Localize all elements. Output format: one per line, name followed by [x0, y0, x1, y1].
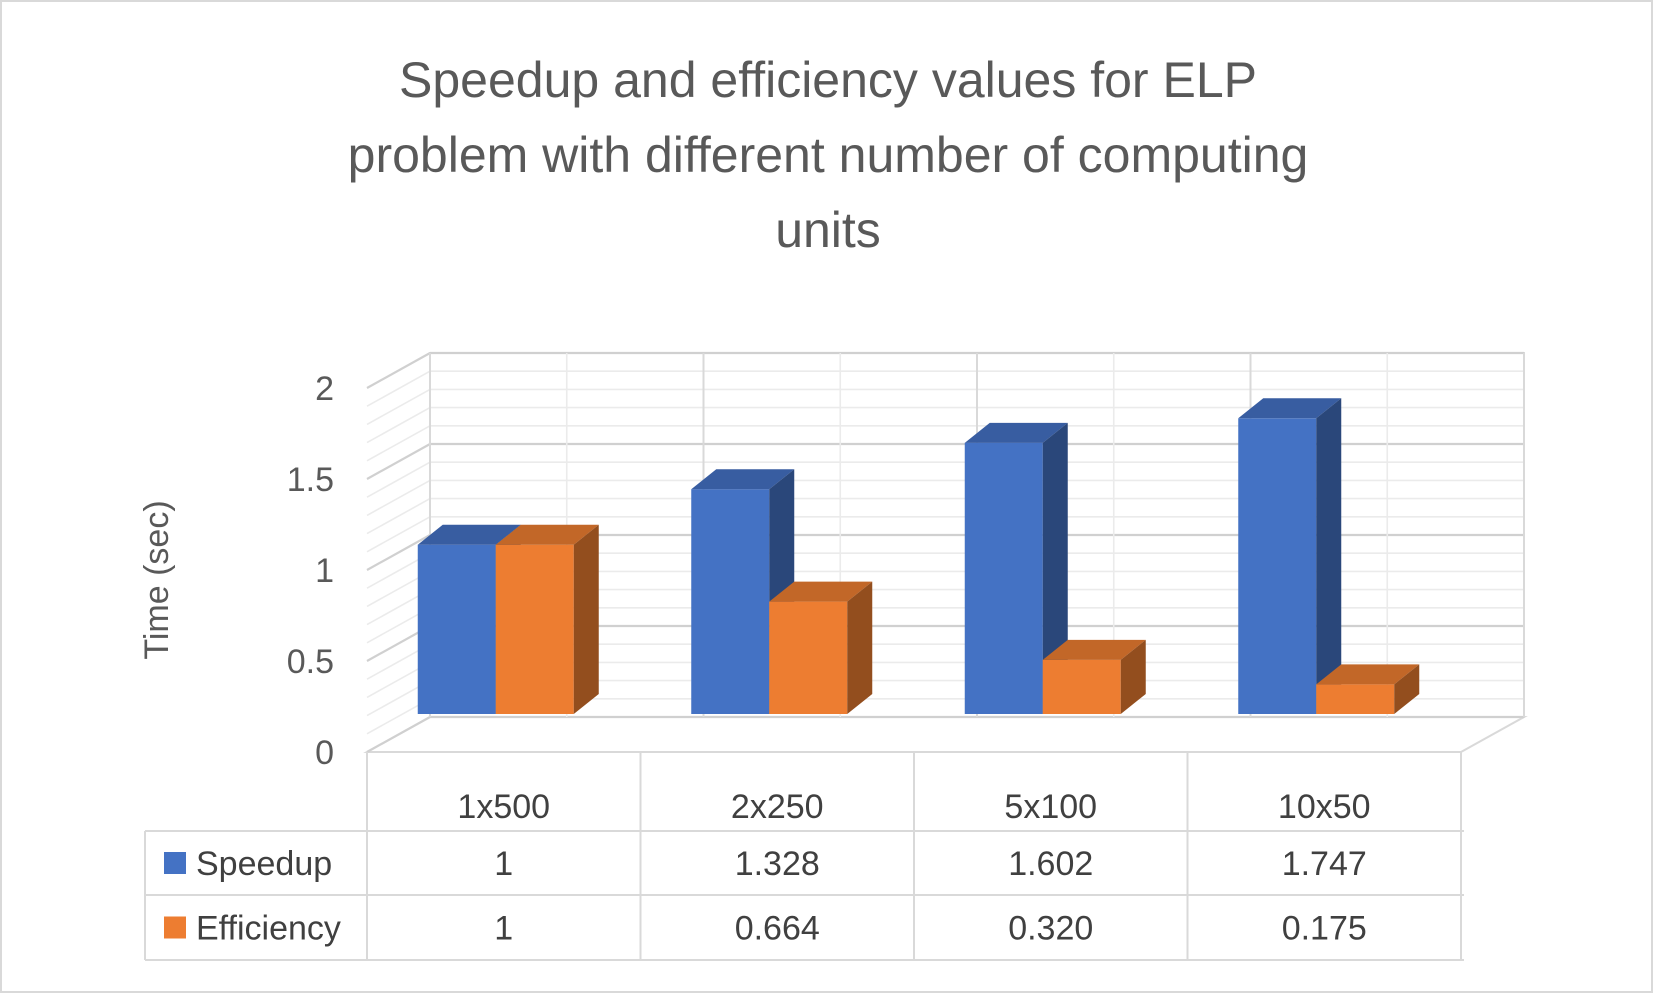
- data-label: 0.320: [1008, 910, 1093, 948]
- bar-top: [495, 524, 599, 545]
- bar-side: [847, 581, 873, 714]
- legend-label-speedup: Speedup: [196, 845, 332, 883]
- chart-title-line: Speedup and efficiency values for ELP: [399, 52, 1257, 108]
- gridline-side: [366, 406, 431, 444]
- bar-front: [1238, 418, 1317, 714]
- bar-front: [495, 544, 574, 714]
- y-tick-label: 1.5: [287, 461, 334, 499]
- y-tick-label: 1: [315, 552, 334, 590]
- y-tick-label: 0.5: [287, 643, 334, 681]
- chart-title-line: units: [775, 202, 881, 258]
- legend-key-efficiency: [164, 916, 186, 939]
- gridline-side: [366, 716, 431, 753]
- bar-front: [691, 489, 770, 714]
- bar-top: [1238, 398, 1342, 419]
- data-label: 1: [494, 910, 513, 948]
- bar-efficiency-1x500: [495, 524, 599, 714]
- y-axis-tick-labels: 0 0.5 1 1.5 2: [287, 370, 334, 772]
- gridline-side: [366, 352, 431, 389]
- data-label: 1.747: [1282, 845, 1367, 883]
- floor-plane: [363, 716, 1528, 753]
- chart-floor: [363, 716, 1528, 753]
- y-tick-label: 2: [315, 370, 334, 408]
- gridline-side: [366, 516, 431, 553]
- gridline-side: [366, 479, 431, 517]
- bar-top: [1316, 664, 1420, 685]
- data-label: 1.328: [735, 845, 820, 883]
- bar-side: [1316, 398, 1342, 714]
- bar-side: [573, 524, 599, 714]
- gridline-side: [366, 370, 431, 407]
- bar-speedup-2x250: [691, 469, 795, 714]
- data-label: 1.602: [1008, 845, 1093, 883]
- y-tick-label: 0: [315, 734, 334, 772]
- bar-front: [1042, 659, 1121, 714]
- data-label: 1: [494, 845, 513, 883]
- data-label: 0.664: [735, 910, 820, 948]
- bar-front: [964, 442, 1043, 714]
- data-table: 1x500 2x250 5x100 10x50 Speedup 1 1.328 1.602 1.…: [144, 752, 1464, 961]
- bar-top: [691, 469, 795, 490]
- data-label: 0.175: [1282, 910, 1367, 948]
- chart-title-line: problem with different number of computi…: [348, 127, 1309, 183]
- x-category-label: 1x500: [457, 788, 550, 826]
- gridline-side: [366, 497, 431, 535]
- gridline-side: [366, 443, 431, 480]
- bar-speedup-10x50: [1238, 398, 1342, 714]
- y-axis-title: Time (sec): [138, 500, 176, 659]
- legend-key-speedup: [164, 852, 186, 874]
- bar-top: [964, 422, 1068, 443]
- bar-efficiency-5x100: [1042, 639, 1146, 714]
- bar-side: [1042, 422, 1068, 714]
- bar-efficiency-2x250: [769, 581, 873, 714]
- bar-top: [417, 524, 521, 545]
- bar-speedup-5x100: [964, 422, 1068, 714]
- gridline-side: [366, 534, 431, 571]
- x-category-label: 5x100: [1004, 788, 1097, 826]
- gridline-side: [366, 461, 431, 498]
- bar-front: [1316, 684, 1395, 714]
- bar-side: [1120, 639, 1146, 714]
- x-category-label: 2x250: [731, 788, 824, 826]
- bar-front: [769, 601, 848, 714]
- bar-top: [1042, 639, 1146, 660]
- x-category-label: 10x50: [1278, 788, 1371, 826]
- chart-title: Speedup and efficiency values for ELP pro…: [348, 52, 1309, 258]
- bar-front: [417, 544, 496, 714]
- legend-label-efficiency: Efficiency: [196, 910, 341, 948]
- bar-efficiency-10x50: [1316, 664, 1420, 714]
- bars: [417, 398, 1420, 714]
- gridline-side: [366, 388, 431, 426]
- gridline-side: [366, 425, 431, 462]
- bar-top: [769, 581, 873, 602]
- bar-side: [1394, 664, 1420, 714]
